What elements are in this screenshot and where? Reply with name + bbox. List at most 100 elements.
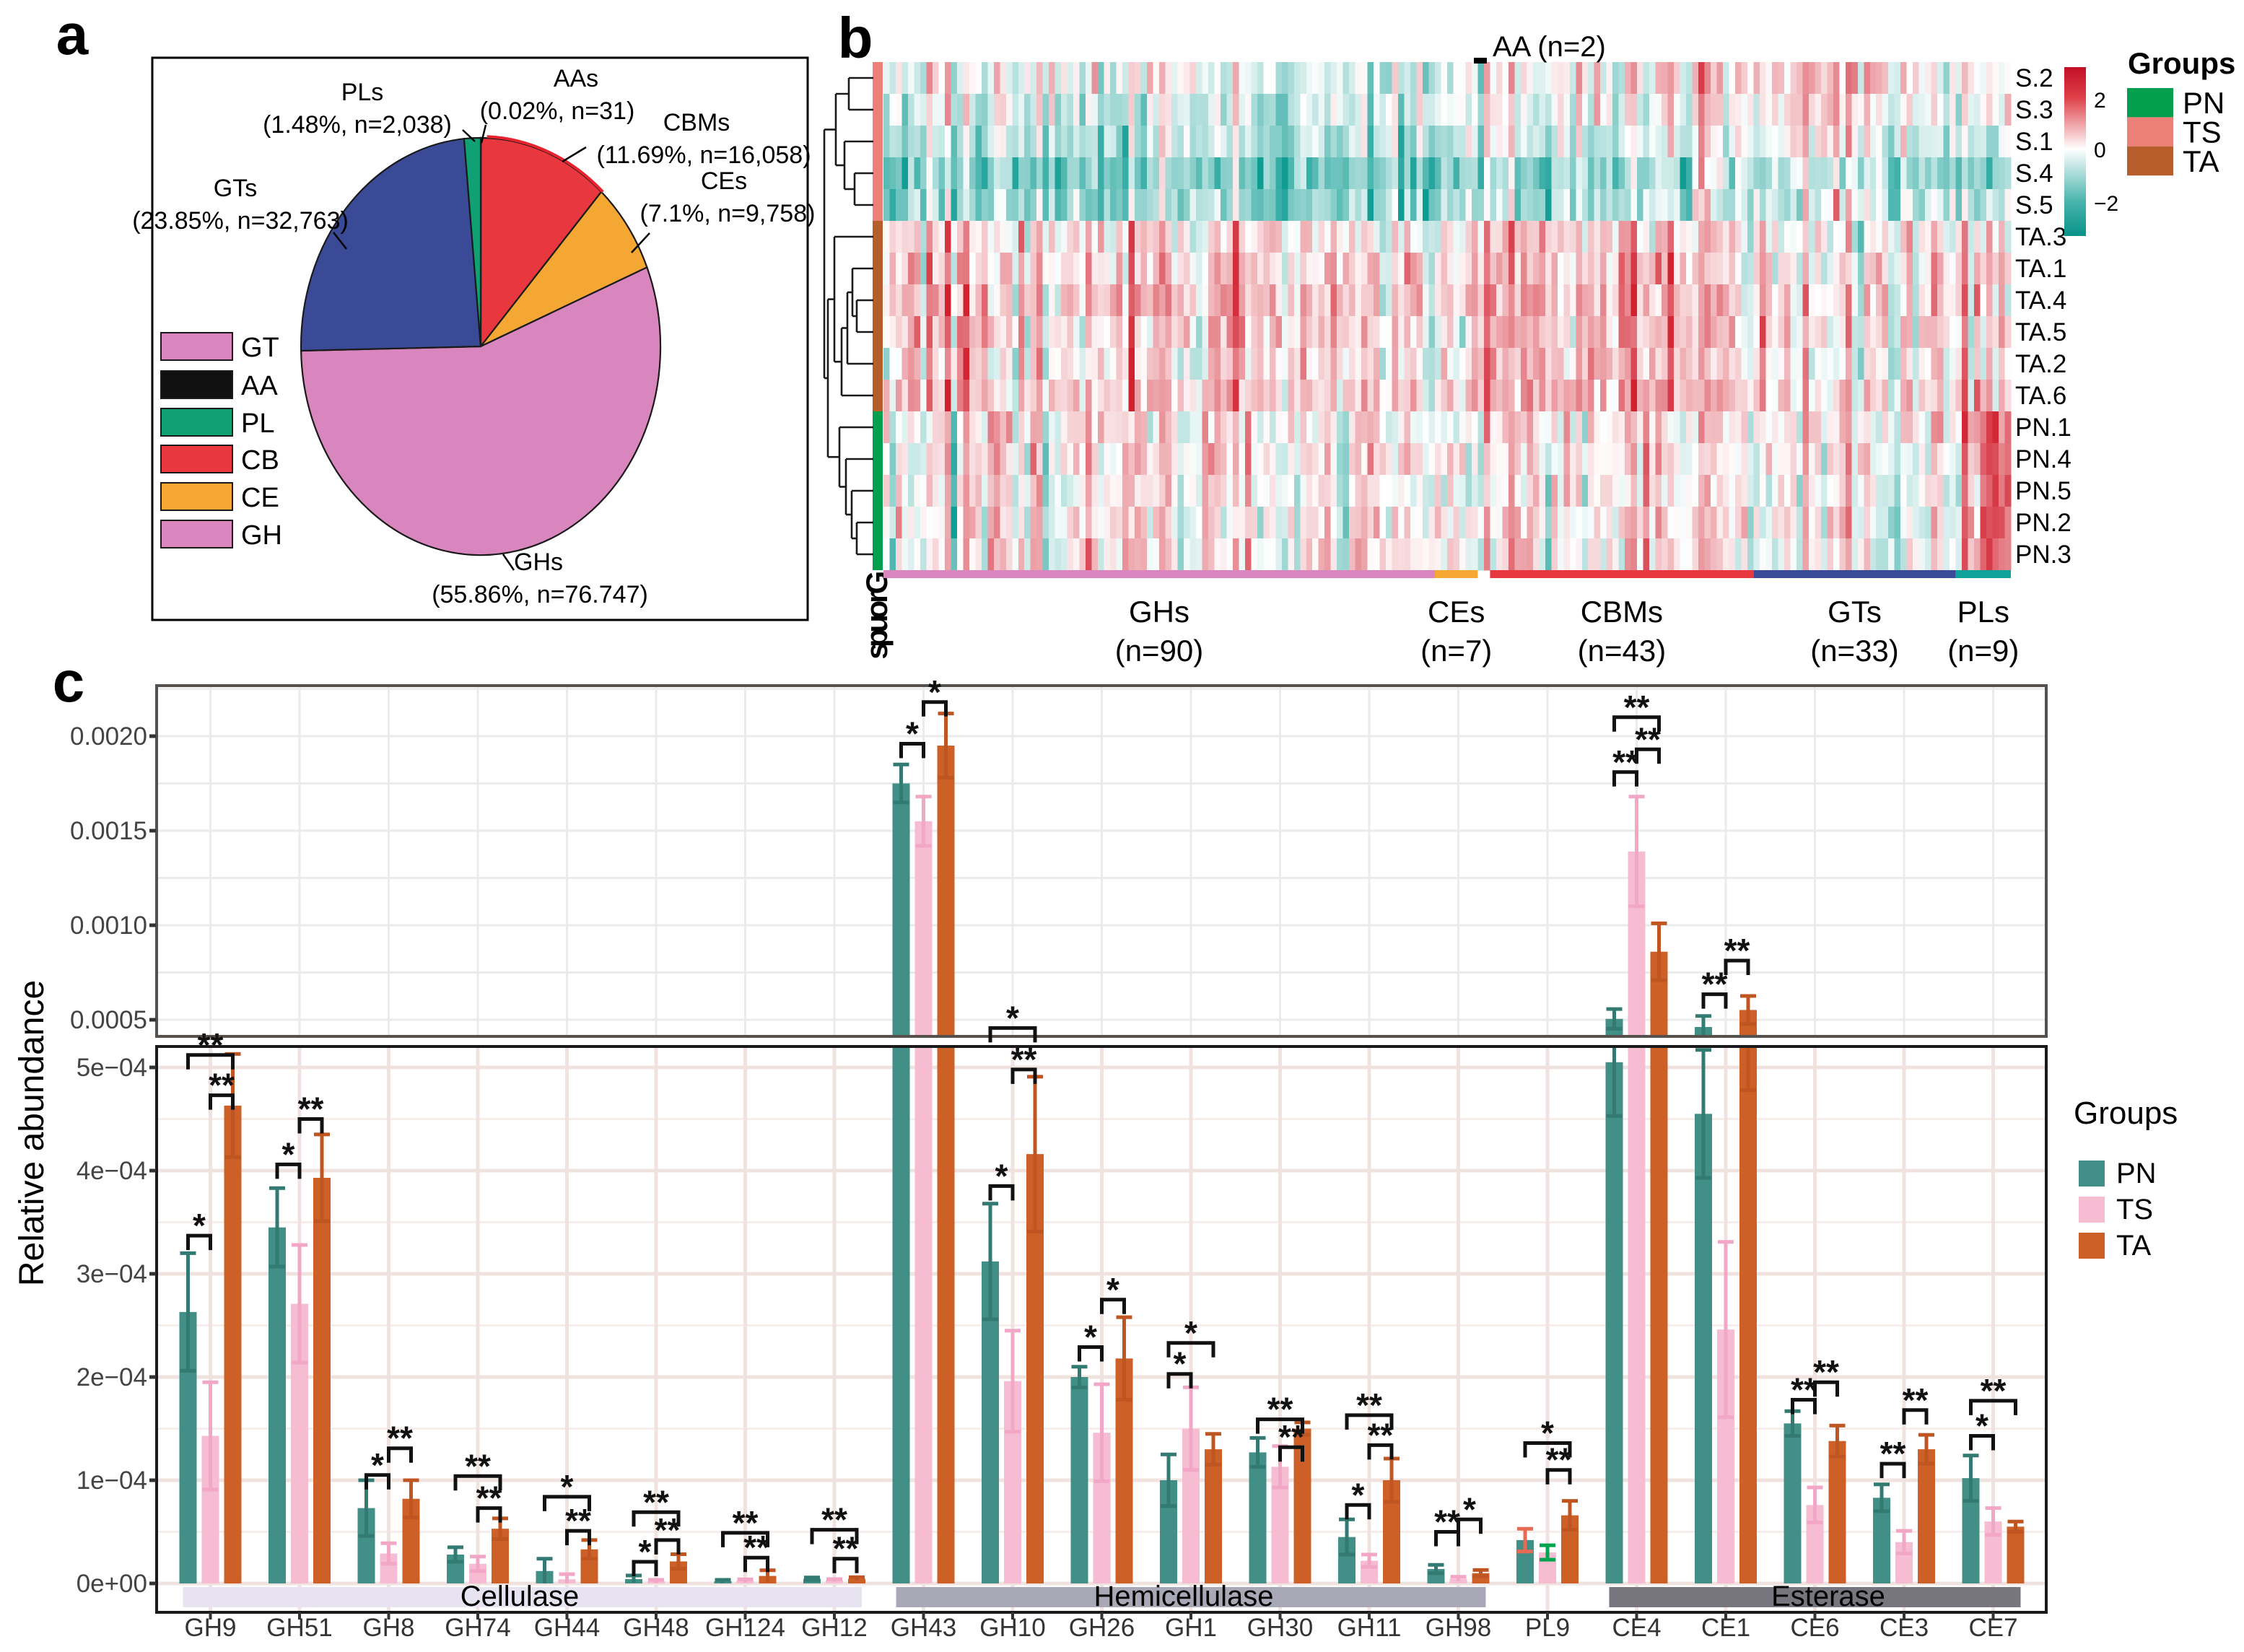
svg-text:−2: −2 [2094,192,2118,216]
svg-text:*: * [1463,1490,1476,1528]
svg-text:0e+00: 0e+00 [77,1570,147,1598]
svg-text:GTs: GTs [214,175,257,202]
svg-text:1e−04: 1e−04 [77,1467,147,1495]
svg-text:CE1: CE1 [1701,1614,1750,1642]
svg-text:CBMs: CBMs [1581,595,1663,629]
svg-text:4e−04: 4e−04 [77,1157,147,1185]
svg-text:**: ** [1368,1416,1394,1454]
svg-text:(n=90): (n=90) [1115,634,1204,668]
svg-text:(55.86%, n=76.747): (55.86%, n=76.747) [432,581,648,608]
svg-text:Hemicellulase: Hemicellulase [1094,1581,1274,1612]
svg-text:*: * [561,1468,574,1505]
svg-text:c: c [53,650,85,714]
svg-text:(n=9): (n=9) [1947,634,2019,668]
svg-text:GH11: GH11 [1337,1614,1402,1642]
svg-text:**: ** [743,1529,769,1566]
svg-text:Groups: Groups [2074,1096,2178,1131]
svg-text:0.0010: 0.0010 [70,912,147,940]
svg-text:GHs: GHs [1129,595,1189,629]
svg-text:TA.4: TA.4 [2015,287,2066,315]
svg-text:GH124: GH124 [705,1614,785,1642]
svg-text:GH98: GH98 [1426,1614,1491,1642]
svg-text:S.1: S.1 [2015,128,2053,156]
svg-text:GH30: GH30 [1247,1614,1313,1642]
svg-text:GH43: GH43 [891,1614,956,1642]
svg-text:(23.85%, n=32,763): (23.85%, n=32,763) [132,207,349,235]
svg-text:a: a [56,2,89,66]
svg-text:**: ** [833,1530,859,1568]
svg-text:**: ** [198,1026,224,1064]
svg-text:s: s [860,642,894,659]
svg-text:CEs: CEs [701,167,747,195]
svg-text:TA: TA [2183,144,2219,178]
svg-text:GH8: GH8 [363,1614,415,1642]
svg-text:TA: TA [2116,1230,2151,1262]
svg-text:Cellulase: Cellulase [460,1581,580,1612]
svg-text:CEs: CEs [1428,595,1485,629]
svg-text:Esterase: Esterase [1771,1581,1885,1612]
svg-text:**: ** [476,1480,502,1517]
svg-text:TA.1: TA.1 [2015,255,2066,283]
svg-text:PN.4: PN.4 [2015,445,2071,473]
svg-text:GH: GH [241,520,282,551]
svg-text:**: ** [298,1091,324,1128]
svg-text:**: ** [655,1511,681,1549]
svg-text:PN.1: PN.1 [2015,414,2071,442]
svg-text:GH74: GH74 [445,1614,510,1642]
svg-text:S.4: S.4 [2015,159,2053,188]
svg-text:GH12: GH12 [801,1614,867,1642]
svg-text:S.2: S.2 [2015,64,2053,92]
svg-text:0.0015: 0.0015 [70,817,147,845]
svg-text:**: ** [1278,1418,1304,1456]
svg-text:TA.3: TA.3 [2015,223,2066,251]
svg-text:TA.5: TA.5 [2015,318,2066,346]
svg-text:GT: GT [241,333,279,363]
svg-text:GH44: GH44 [534,1614,600,1642]
svg-text:Groups: Groups [2128,46,2235,80]
svg-text:GH10: GH10 [979,1614,1045,1642]
svg-text:TA.6: TA.6 [2015,382,2066,410]
svg-text:3e−04: 3e−04 [77,1260,147,1288]
svg-text:CE: CE [241,483,279,513]
svg-text:GH1: GH1 [1165,1614,1217,1642]
svg-text:(1.48%, n=2,038): (1.48%, n=2,038) [263,111,452,139]
svg-text:CE6: CE6 [1790,1614,1839,1642]
svg-text:PL: PL [241,408,274,439]
svg-text:**: ** [565,1502,591,1539]
svg-text:**: ** [1546,1441,1572,1479]
svg-text:5e−04: 5e−04 [77,1054,147,1082]
svg-text:CE3: CE3 [1880,1614,1929,1642]
svg-text:(n=43): (n=43) [1578,634,1667,668]
svg-text:0.0020: 0.0020 [70,722,147,751]
svg-text:*: * [1084,1319,1097,1356]
svg-text:*: * [371,1446,384,1484]
svg-text:AA (n=2): AA (n=2) [1493,31,1606,63]
svg-text:GH26: GH26 [1069,1614,1135,1642]
svg-text:**: ** [1903,1381,1929,1419]
svg-text:PLs: PLs [1957,595,2009,629]
svg-text:GTs: GTs [1828,595,1882,629]
svg-text:S.5: S.5 [2015,191,2053,219]
svg-text:*: * [1006,999,1019,1036]
svg-text:**: ** [1612,743,1638,781]
svg-text:GHs: GHs [514,549,563,576]
svg-text:CE7: CE7 [1968,1614,2017,1642]
svg-text:CB: CB [241,445,279,476]
svg-text:(11.69%, n=16,058): (11.69%, n=16,058) [596,141,811,169]
svg-text:GH48: GH48 [623,1614,689,1642]
svg-text:(n=33): (n=33) [1810,634,1899,668]
svg-text:**: ** [1702,966,1728,1003]
svg-text:PL9: PL9 [1525,1614,1570,1642]
svg-text:0: 0 [2094,139,2106,162]
svg-text:*: * [1106,1271,1119,1308]
svg-text:*: * [906,715,919,753]
svg-text:(0.02%, n=31): (0.02%, n=31) [480,97,635,125]
svg-text:CBMs: CBMs [663,109,730,136]
svg-text:0.0005: 0.0005 [70,1006,147,1034]
svg-text:PN.3: PN.3 [2015,541,2071,569]
svg-text:TA.2: TA.2 [2015,350,2066,378]
svg-text:PN.2: PN.2 [2015,509,2071,537]
svg-text:AA: AA [241,371,278,401]
svg-text:*: * [928,673,941,711]
svg-text:AAs: AAs [554,65,598,92]
